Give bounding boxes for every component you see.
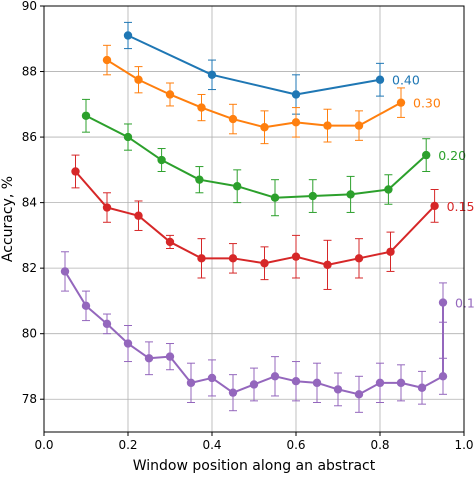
data-point (197, 254, 206, 263)
data-point (186, 378, 196, 388)
data-point (438, 298, 448, 307)
data-point (81, 111, 91, 120)
series-label: 0.40 (392, 73, 420, 88)
data-point (354, 390, 364, 399)
series-line (127, 34, 381, 96)
data-point (144, 354, 154, 363)
series-0.15: 0.15 (71, 154, 474, 290)
data-point (291, 118, 301, 127)
data-point (249, 380, 259, 389)
ticks: 0.0 0.2 0.4 0.6 0.8 1.0 78 80 82 84 86 88 90 (22, 0, 474, 452)
data-point (197, 103, 206, 112)
series-0.20: 0.20 (81, 98, 466, 217)
y-tick-label: 88 (22, 65, 37, 79)
data-point (312, 378, 322, 388)
data-point (134, 75, 143, 84)
data-point (123, 339, 133, 348)
data-point (195, 175, 204, 184)
data-point (291, 252, 301, 261)
x-tick-label: 0.2 (118, 438, 137, 452)
data-point (165, 90, 175, 99)
y-axis-label: Accuracy, % (0, 176, 16, 262)
data-point (308, 191, 317, 201)
y-tick-label: 84 (22, 196, 37, 210)
series-label: 0.30 (413, 96, 441, 111)
data-point (102, 319, 112, 329)
data-point (291, 90, 301, 99)
data-point (102, 55, 112, 65)
data-point (375, 75, 385, 84)
data-point (396, 378, 406, 388)
x-axis-label: Window position along an abstract (133, 458, 376, 474)
x-tick-label: 0.6 (286, 438, 305, 452)
data-point (396, 98, 406, 107)
data-point (233, 182, 242, 191)
data-point (123, 31, 133, 40)
data-point (228, 388, 238, 397)
data-point (157, 155, 166, 165)
data-point (228, 114, 238, 124)
data-point (165, 237, 175, 247)
data-point (134, 211, 143, 220)
data-point (323, 121, 332, 130)
data-point (102, 203, 112, 212)
series-0.30: 0.30 (102, 44, 441, 145)
x-tick-label: 1.0 (454, 438, 473, 452)
y-tick-label: 82 (22, 261, 37, 275)
data-point (430, 201, 439, 211)
data-point (260, 259, 269, 268)
series-line (85, 114, 427, 199)
data-point (60, 267, 70, 276)
data-point (81, 301, 91, 311)
y-tick-label: 80 (22, 327, 37, 341)
data-point (354, 121, 364, 130)
data-point (386, 247, 395, 256)
series-line (106, 59, 402, 129)
y-tick-label: 90 (22, 0, 37, 13)
data-point (291, 377, 301, 386)
series-label: 0.15 (447, 199, 474, 214)
data-point (207, 373, 217, 383)
x-tick-label: 0.4 (202, 438, 221, 452)
series-layer: 0.40 0.30 0.20 0.15 0.10 (60, 21, 474, 413)
data-point (123, 132, 133, 142)
data-point (207, 70, 217, 80)
data-point (422, 150, 431, 160)
series-0.40: 0.40 (123, 21, 420, 115)
data-point (438, 372, 448, 381)
y-tick-label: 78 (22, 392, 37, 406)
x-tick-label: 0.0 (34, 438, 53, 452)
data-point (270, 372, 280, 381)
data-point (375, 378, 385, 388)
data-point (270, 193, 280, 202)
data-point (228, 254, 238, 263)
data-point (354, 254, 364, 263)
y-tick-label: 86 (22, 130, 37, 144)
data-point (260, 123, 269, 132)
data-point (333, 385, 343, 394)
data-point (346, 190, 355, 199)
series-line (74, 170, 436, 266)
plot-frame (43, 5, 465, 433)
data-point (165, 352, 175, 361)
data-point (71, 167, 80, 176)
series-0.10: 0.10 (60, 251, 474, 413)
data-point (384, 185, 393, 194)
data-point (323, 260, 332, 270)
x-tick-label: 0.8 (370, 438, 389, 452)
data-point (417, 383, 427, 392)
series-label: 0.20 (438, 148, 466, 163)
